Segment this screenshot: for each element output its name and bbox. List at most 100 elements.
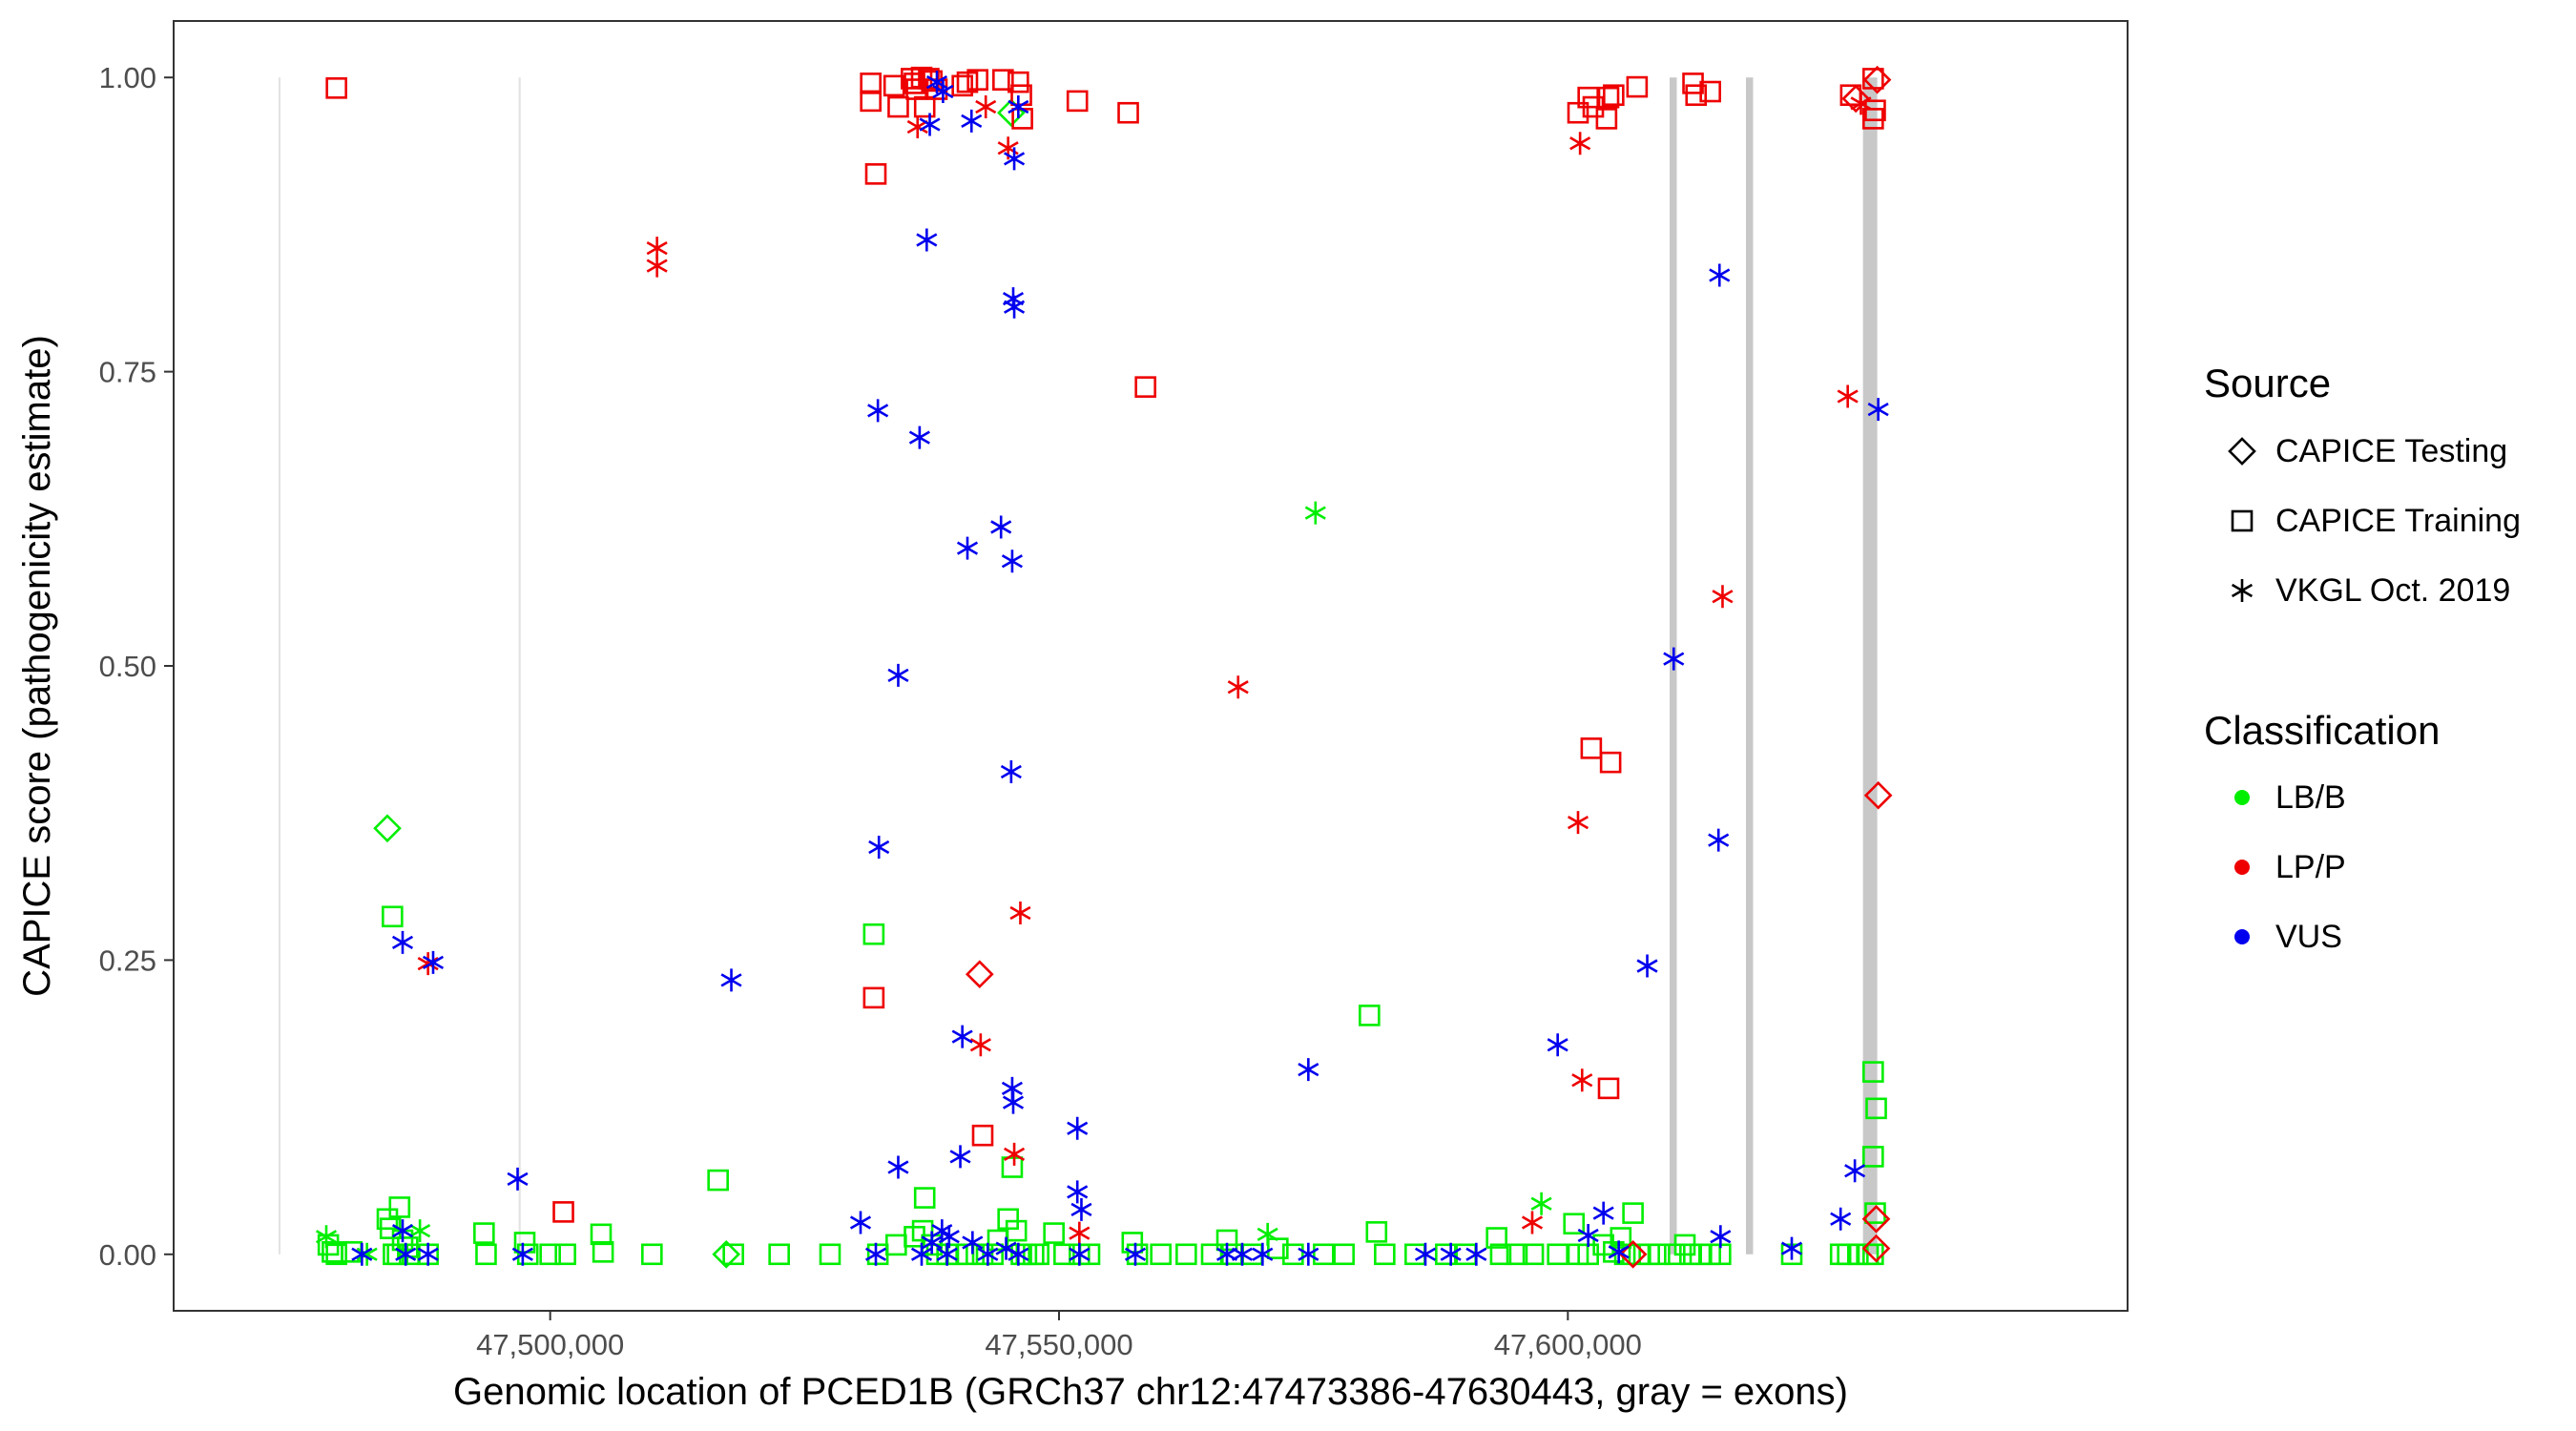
data-point-lb-b-square	[707, 1169, 729, 1192]
data-point-vus-asterisk	[916, 228, 938, 252]
exon-band	[518, 77, 521, 1255]
data-point-lp-p-asterisk	[1571, 1068, 1593, 1092]
data-point-lb-b-square	[554, 1243, 576, 1266]
data-point-vus-asterisk	[864, 1242, 887, 1266]
data-point-vus-asterisk	[417, 1242, 439, 1266]
data-point-vus-asterisk	[1710, 1225, 1732, 1249]
legend-label-lb-b: LB/B	[2275, 779, 2346, 816]
data-point-vus-asterisk	[507, 1167, 529, 1191]
data-point-lp-p-asterisk	[975, 95, 997, 119]
data-point-vus-asterisk	[936, 1242, 958, 1266]
exon-band	[1746, 77, 1754, 1255]
data-point-lp-p-asterisk	[1569, 132, 1591, 156]
data-point-vus-asterisk	[961, 109, 983, 133]
data-point-lp-p-asterisk	[1712, 585, 1734, 609]
data-point-vus-asterisk	[921, 1231, 943, 1255]
data-point-vus-asterisk	[1592, 1201, 1614, 1225]
data-point-vus-asterisk	[867, 399, 889, 423]
data-point-vus-asterisk	[932, 80, 954, 104]
data-point-lp-p-asterisk	[1837, 384, 1859, 408]
data-point-lb-b-square	[516, 1243, 539, 1266]
x-tick-label: 47,500,000	[476, 1328, 624, 1361]
data-point-vus-asterisk	[1830, 1207, 1852, 1231]
data-point-lb-b-square	[1865, 1097, 1887, 1120]
y-tick-label: 0.75	[99, 356, 156, 389]
data-point-vus-asterisk	[395, 1242, 417, 1266]
data-point-lb-b-asterisk	[1530, 1192, 1552, 1215]
data-point-lb-b-square	[1864, 1202, 1886, 1224]
data-point-lb-b-asterisk	[1304, 501, 1326, 525]
data-point-lb-b-square	[1043, 1222, 1065, 1244]
legend-label-lp-p: LP/P	[2275, 849, 2346, 885]
data-point-vus-asterisk	[1465, 1242, 1487, 1266]
x-axis: 47,500,000 47,550,000 47,600,000	[476, 1311, 1642, 1361]
legend-key-lb-b	[2234, 790, 2250, 805]
data-point-lp-p-square	[887, 95, 909, 118]
data-point-lp-p-asterisk	[1004, 1142, 1026, 1166]
data-point-vus-asterisk	[391, 930, 414, 954]
data-point-lb-b-square	[1005, 1219, 1028, 1242]
data-point-lp-p-square	[904, 73, 925, 94]
data-point-vus-asterisk	[849, 1211, 872, 1234]
data-point-lb-b-square	[1175, 1243, 1197, 1266]
data-point-vus-asterisk	[1001, 550, 1023, 573]
x-tick-label: 47,550,000	[985, 1328, 1132, 1361]
data-point-vus-asterisk	[887, 663, 909, 687]
data-point-lb-b-diamond	[712, 1239, 741, 1269]
data-point-lp-p-square	[883, 74, 905, 97]
data-point-lp-p-square	[1134, 376, 1156, 398]
data-point-lp-p-asterisk	[1009, 902, 1031, 925]
data-point-lp-p-square	[1597, 1077, 1620, 1100]
data-point-lp-p-square	[966, 69, 988, 91]
data-point-lb-b-square	[1506, 1243, 1528, 1266]
data-point-lp-p-diamond	[1841, 84, 1871, 114]
data-point-vus-asterisk	[951, 1025, 973, 1048]
data-point-lp-p-asterisk	[1227, 675, 1249, 699]
data-point-vus-asterisk	[1440, 1242, 1462, 1266]
data-point-lb-b-square	[1862, 1146, 1884, 1168]
data-point-lp-p-square	[1864, 99, 1886, 122]
data-point-lb-b-square	[1126, 1243, 1149, 1266]
data-point-vus-asterisk	[1004, 147, 1026, 171]
data-point-lp-p-asterisk	[969, 1033, 991, 1057]
data-point-lp-p-asterisk	[1069, 1221, 1091, 1245]
exon-band	[278, 77, 280, 1255]
data-point-lp-p-square	[1580, 737, 1603, 759]
y-tick-label: 1.00	[99, 61, 156, 94]
legend-classification-title: Classification	[2204, 708, 2440, 753]
y-tick-label: 0.00	[99, 1238, 156, 1272]
data-point-vus-asterisk	[1867, 398, 1889, 422]
data-point-lb-b-square	[475, 1243, 497, 1266]
data-point-vus-asterisk	[956, 536, 979, 560]
data-point-lb-b-square	[1563, 1213, 1586, 1235]
legend-key-capice-testing	[2228, 437, 2256, 466]
data-point-lb-b-square	[1333, 1243, 1355, 1266]
data-point-lp-p-asterisk	[906, 115, 928, 139]
data-point-vus-asterisk	[1067, 1180, 1089, 1204]
data-point-lp-p-diamond	[1861, 1234, 1891, 1263]
data-point-lb-b-square	[539, 1243, 561, 1266]
data-point-lb-b-square	[1053, 1243, 1075, 1266]
legend-label-vkgl-oct-2019: VKGL Oct. 2019	[2275, 572, 2510, 609]
data-point-lp-p-square	[971, 1124, 994, 1147]
legend: Source CAPICE Testing CAPICE Training VKGL …	[2204, 361, 2521, 955]
legend-key-capice-training	[2231, 509, 2254, 532]
data-point-lp-p-square	[864, 163, 887, 185]
data-point-lp-p-square	[1117, 101, 1139, 124]
data-point-vus-asterisk	[887, 1155, 909, 1179]
data-point-lb-b-square	[1435, 1243, 1457, 1266]
legend-key-lp-p	[2234, 860, 2250, 875]
data-point-lb-b-square	[1649, 1243, 1671, 1266]
data-point-lb-b-square	[913, 1187, 936, 1209]
data-point-vus-asterisk	[1004, 295, 1026, 319]
data-point-lb-b-asterisk	[409, 1219, 431, 1243]
data-point-vus-asterisk	[1577, 1224, 1599, 1248]
data-point-lb-b-square	[1485, 1227, 1507, 1249]
data-point-lp-p-square	[860, 90, 882, 113]
data-point-lp-p-square	[992, 69, 1014, 91]
data-point-lb-b-square	[1547, 1243, 1568, 1266]
data-point-vus-asterisk	[1298, 1058, 1319, 1082]
data-point-vus-asterisk	[1608, 1240, 1630, 1264]
data-point-vus-asterisk	[908, 425, 930, 449]
